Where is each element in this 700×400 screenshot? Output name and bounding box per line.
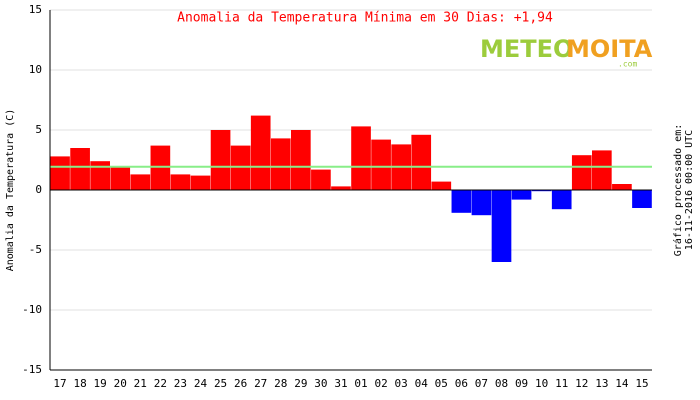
bar [571,155,592,190]
x-tick-label: 11 [555,377,568,390]
bar [592,150,612,190]
x-tick-label: 13 [595,377,608,390]
x-tick-label: 07 [475,377,488,390]
bar [351,126,371,190]
x-tick-label: 17 [53,377,66,390]
bar [270,138,291,190]
y-tick-label: 15 [29,3,42,16]
bar [90,161,110,190]
bar [471,190,492,216]
x-tick-label: 20 [114,377,127,390]
x-tick-label: 23 [174,377,187,390]
y-tick-label: -10 [22,303,42,316]
x-tick-label: 26 [234,377,247,390]
side-note: 16-11-2016 00:00 UTC [684,130,695,250]
logo-part: MOITA [566,35,653,63]
bar [50,156,70,190]
x-tick-label: 21 [134,377,147,390]
bar [130,174,151,190]
x-tick-label: 25 [214,377,227,390]
bar [230,145,251,190]
x-tick-label: 12 [575,377,588,390]
y-tick-label: 0 [35,183,42,196]
logo-part: .com [618,60,637,69]
x-tick-label: 01 [354,377,367,390]
bar [431,181,452,190]
bar [210,130,231,190]
x-tick-label: 03 [395,377,408,390]
x-tick-label: 15 [635,377,648,390]
x-tick-label: 09 [515,377,528,390]
bar [170,174,191,190]
bar [311,169,331,190]
x-tick-label: 22 [154,377,167,390]
bar [331,186,351,190]
chart-title: Anomalia da Temperatura Mínima em 30 Dia… [177,11,553,26]
x-tick-label: 02 [374,377,387,390]
bar [511,190,532,200]
bar [551,190,572,210]
y-tick-label: 10 [29,63,42,76]
bar [612,184,632,190]
side-note: Gráfico processado em: [672,124,684,256]
x-tick-label: 28 [274,377,287,390]
x-tick-label: 30 [314,377,327,390]
x-tick-label: 31 [334,377,347,390]
bar [411,134,432,190]
x-tick-label: 04 [415,377,429,390]
x-tick-label: 27 [254,377,267,390]
y-tick-label: 5 [35,123,42,136]
bar [291,130,311,190]
x-tick-label: 19 [94,377,107,390]
x-tick-label: 29 [294,377,307,390]
bar [451,190,472,213]
y-tick-label: -5 [29,243,42,256]
x-tick-label: 05 [435,377,448,390]
x-tick-label: 14 [615,377,629,390]
bar [250,115,271,190]
bar [70,148,90,190]
x-tick-label: 10 [535,377,548,390]
bar [110,167,131,190]
bar [190,175,211,190]
logo-part: METEO [480,35,573,63]
bar [531,190,552,192]
x-tick-label: 06 [455,377,468,390]
bar [150,145,171,190]
x-tick-label: 24 [194,377,208,390]
y-tick-label: -15 [22,363,42,376]
bar [632,190,652,208]
x-tick-label: 08 [495,377,508,390]
x-tick-label: 18 [73,377,86,390]
y-axis-label: Anomalia da Temperatura (C) [5,109,16,272]
bar [491,190,512,262]
bar [371,139,391,190]
